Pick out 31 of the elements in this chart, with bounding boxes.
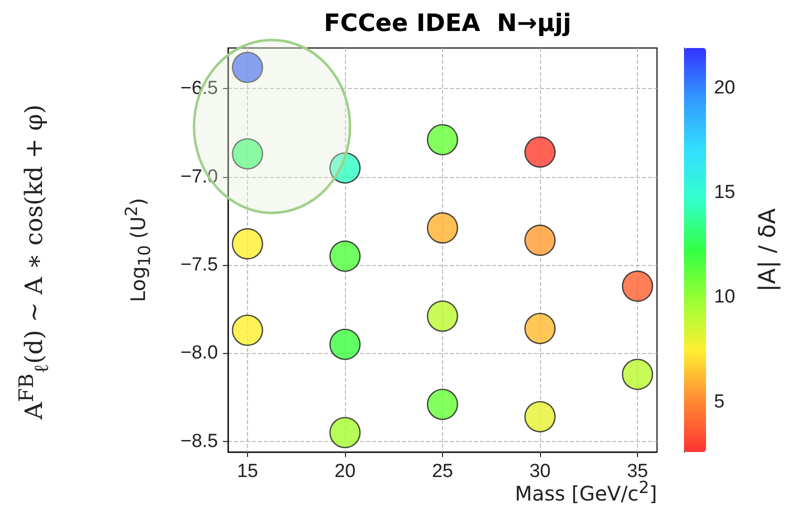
point bbox=[426, 388, 458, 420]
point bbox=[524, 401, 556, 432]
point bbox=[232, 314, 264, 346]
y-tick-label: −7.5 bbox=[180, 254, 218, 276]
x-tick-label: 15 bbox=[236, 461, 258, 482]
y-tick-label: −8.0 bbox=[180, 342, 218, 364]
point bbox=[524, 136, 556, 168]
point bbox=[426, 300, 458, 332]
color-bar-title: |A| / δA bbox=[755, 208, 781, 292]
y-tick-label: −6.5 bbox=[180, 78, 218, 100]
point bbox=[426, 124, 458, 156]
color-bar-label: 10 bbox=[714, 286, 736, 308]
point bbox=[329, 328, 361, 360]
point bbox=[329, 152, 361, 184]
point bbox=[524, 224, 556, 256]
point bbox=[232, 52, 264, 84]
x-tick-label: 20 bbox=[334, 461, 356, 482]
point bbox=[426, 212, 458, 244]
point bbox=[329, 240, 361, 272]
color-bar-label: 5 bbox=[714, 391, 725, 412]
point bbox=[524, 312, 556, 344]
point bbox=[622, 270, 654, 302]
point bbox=[329, 416, 361, 448]
point bbox=[232, 228, 264, 260]
color-bar-label: 20 bbox=[714, 77, 736, 98]
x-tick-label: 25 bbox=[432, 461, 454, 482]
point bbox=[622, 358, 654, 390]
point bbox=[232, 138, 264, 170]
color-bar-label: 15 bbox=[714, 182, 736, 203]
chart-title: FCCee IDEA N→μjj bbox=[324, 9, 572, 37]
y-tick-label: −8.5 bbox=[180, 430, 218, 452]
